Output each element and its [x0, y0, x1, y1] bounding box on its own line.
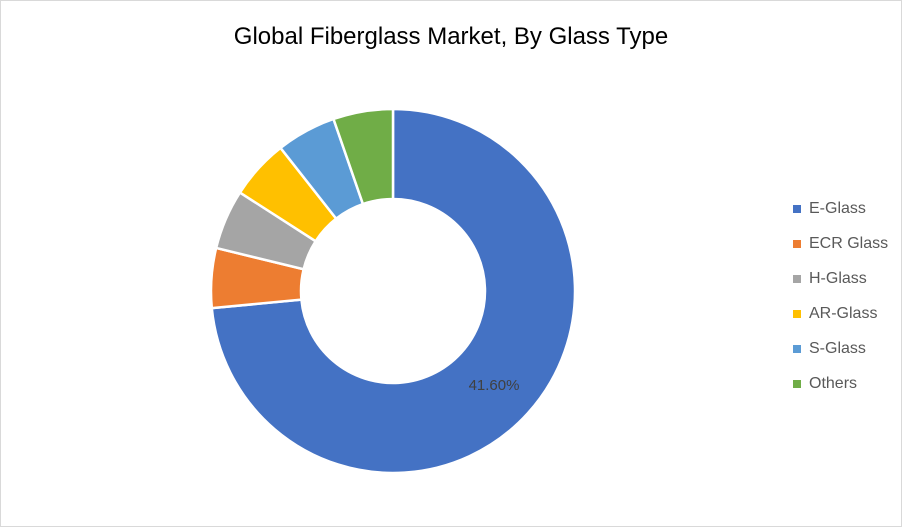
slice-others [331, 107, 395, 206]
legend-label: Others [809, 374, 858, 392]
legend-item: AR-Glass [793, 296, 888, 331]
legend-item: ECR Glass [793, 226, 888, 261]
legend-swatch [793, 239, 801, 248]
legend-label: ECR Glass [809, 234, 889, 252]
legend-swatch [793, 274, 801, 283]
legend-item: Others [793, 366, 888, 401]
legend-swatch [793, 379, 801, 388]
legend-label: S-Glass [809, 339, 866, 357]
legend-item: H-Glass [793, 261, 888, 296]
legend: E-Glass ECR Glass H-Glass AR-Glass S-Glass Ot… [793, 191, 888, 401]
legend-label: AR-Glass [809, 304, 878, 322]
legend-label: E-Glass [809, 199, 866, 217]
legend-item: E-Glass [793, 191, 888, 226]
chart-title: Global Fiberglass Market, By Glass Type [233, 23, 669, 50]
data-label-e-glass: 41.60% [469, 377, 520, 394]
legend-swatch [793, 309, 801, 318]
legend-item: S-Glass [793, 331, 888, 366]
legend-swatch [793, 204, 801, 213]
legend-swatch [793, 344, 801, 353]
slice-e-glass [210, 107, 577, 475]
legend-label: H-Glass [809, 269, 867, 287]
